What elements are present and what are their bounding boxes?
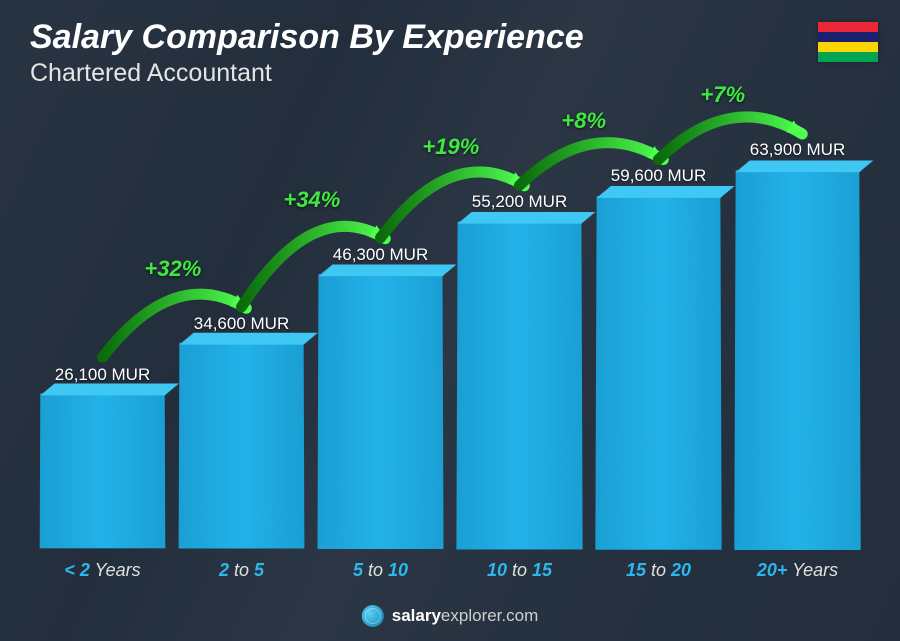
increase-arrow-icon: [40, 111, 860, 581]
page-subtitle: Chartered Accountant: [30, 59, 584, 88]
title-block: Salary Comparison By Experience Chartere…: [30, 18, 584, 88]
page-title: Salary Comparison By Experience: [30, 18, 584, 57]
globe-icon: [362, 605, 384, 627]
bar-chart: 26,100 MUR< 2 Years34,600 MUR2 to 546,30…: [40, 111, 860, 581]
footer-brand-bold: salary: [392, 606, 441, 625]
country-flag-icon: [818, 22, 878, 62]
footer-attribution: salaryexplorer.com: [362, 605, 539, 627]
increase-label: +7%: [700, 82, 745, 108]
footer-text: salaryexplorer.com: [392, 606, 539, 626]
footer-brand-rest: explorer.com: [441, 606, 538, 625]
